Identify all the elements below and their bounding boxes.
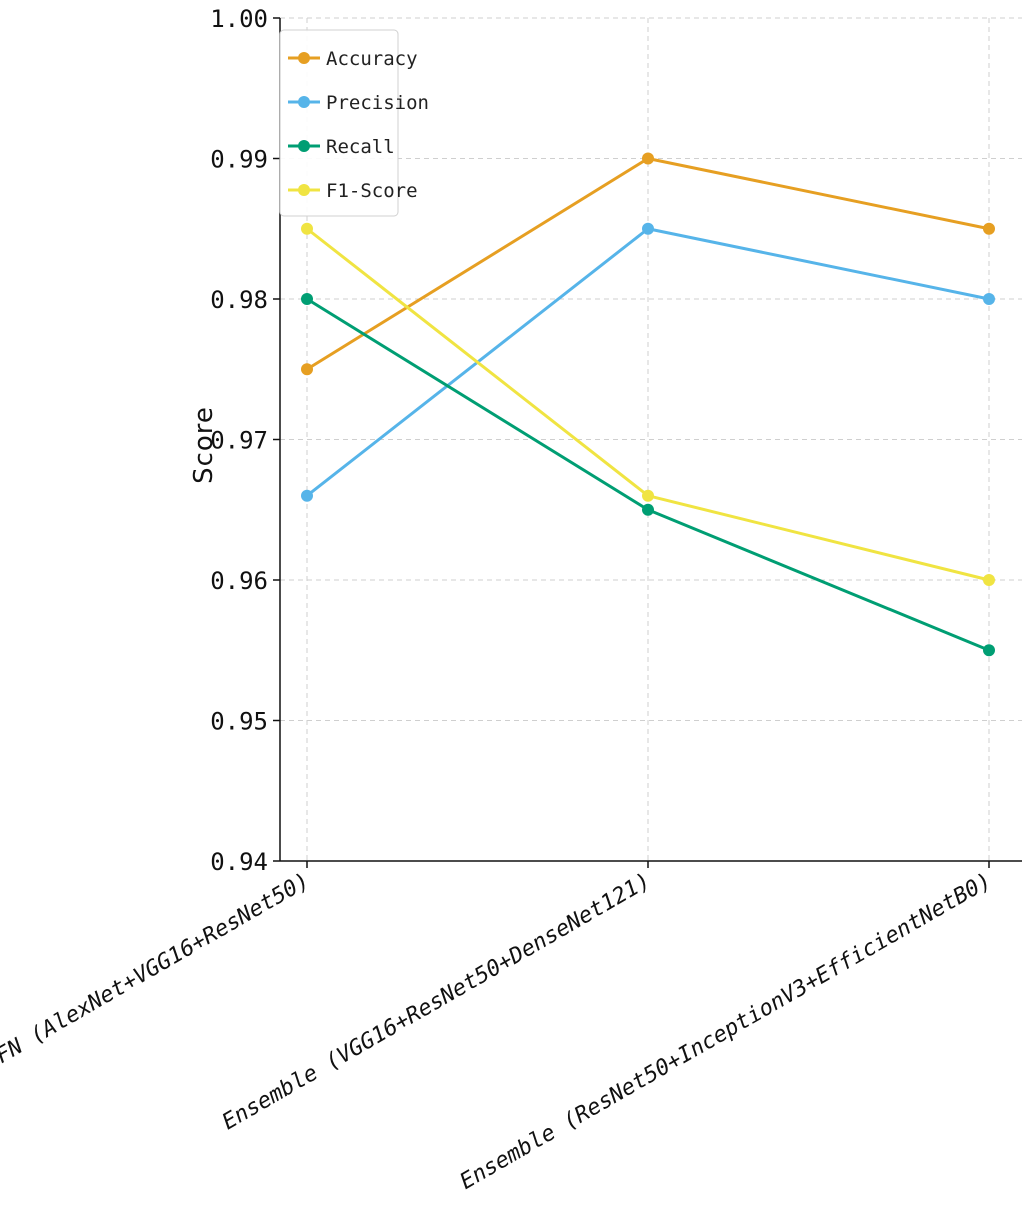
- y-tick-label: 0.99: [210, 146, 268, 174]
- legend-label-accuracy: Accuracy: [326, 48, 418, 70]
- data-point-accuracy: [983, 222, 995, 235]
- data-point-f1-score: [642, 489, 654, 502]
- series-layer: [301, 152, 995, 657]
- data-point-accuracy: [642, 152, 654, 165]
- data-point-recall: [642, 503, 654, 516]
- y-tick-label: 0.97: [210, 427, 268, 455]
- legend-label-f1-score: F1-Score: [326, 180, 418, 202]
- legend-swatch-marker-accuracy: [298, 52, 310, 64]
- y-axis-label: Score: [189, 406, 219, 484]
- legend-label-recall: Recall: [326, 136, 395, 158]
- data-point-precision: [642, 222, 654, 235]
- x-tick-label: Ensemble (ResNet50+InceptionV3+Efficient…: [456, 869, 996, 1195]
- y-tick-label: 0.95: [210, 708, 268, 736]
- legend-box: [279, 29, 399, 217]
- data-point-f1-score: [301, 222, 313, 235]
- legend-swatch-marker-precision: [298, 96, 310, 108]
- data-point-f1-score: [983, 574, 995, 586]
- y-tick-label: 0.94: [210, 848, 268, 876]
- data-point-precision: [301, 489, 313, 502]
- legend-swatch-marker-recall: [298, 140, 310, 152]
- legend-label-precision: Precision: [326, 92, 429, 114]
- legend: Accuracy Precision Recall F1-Score: [279, 29, 429, 217]
- y-tick-label: 1.00: [210, 5, 268, 33]
- y-tick-label: 0.96: [210, 567, 268, 595]
- ticks-layer: 0.94 0.95 0.96 0.97 0.98 0.99 1.00 MMFN (AlexNe…: [0, 5, 996, 1195]
- data-point-precision: [983, 293, 995, 305]
- legend-swatch-marker-f1-score: [298, 184, 310, 196]
- data-point-accuracy: [301, 363, 313, 376]
- data-point-recall: [301, 293, 313, 305]
- y-tick-label: 0.98: [210, 286, 268, 314]
- data-point-recall: [983, 644, 995, 657]
- x-tick-label: MMFN (AlexNet+VGG16+ResNet50): [0, 869, 314, 1083]
